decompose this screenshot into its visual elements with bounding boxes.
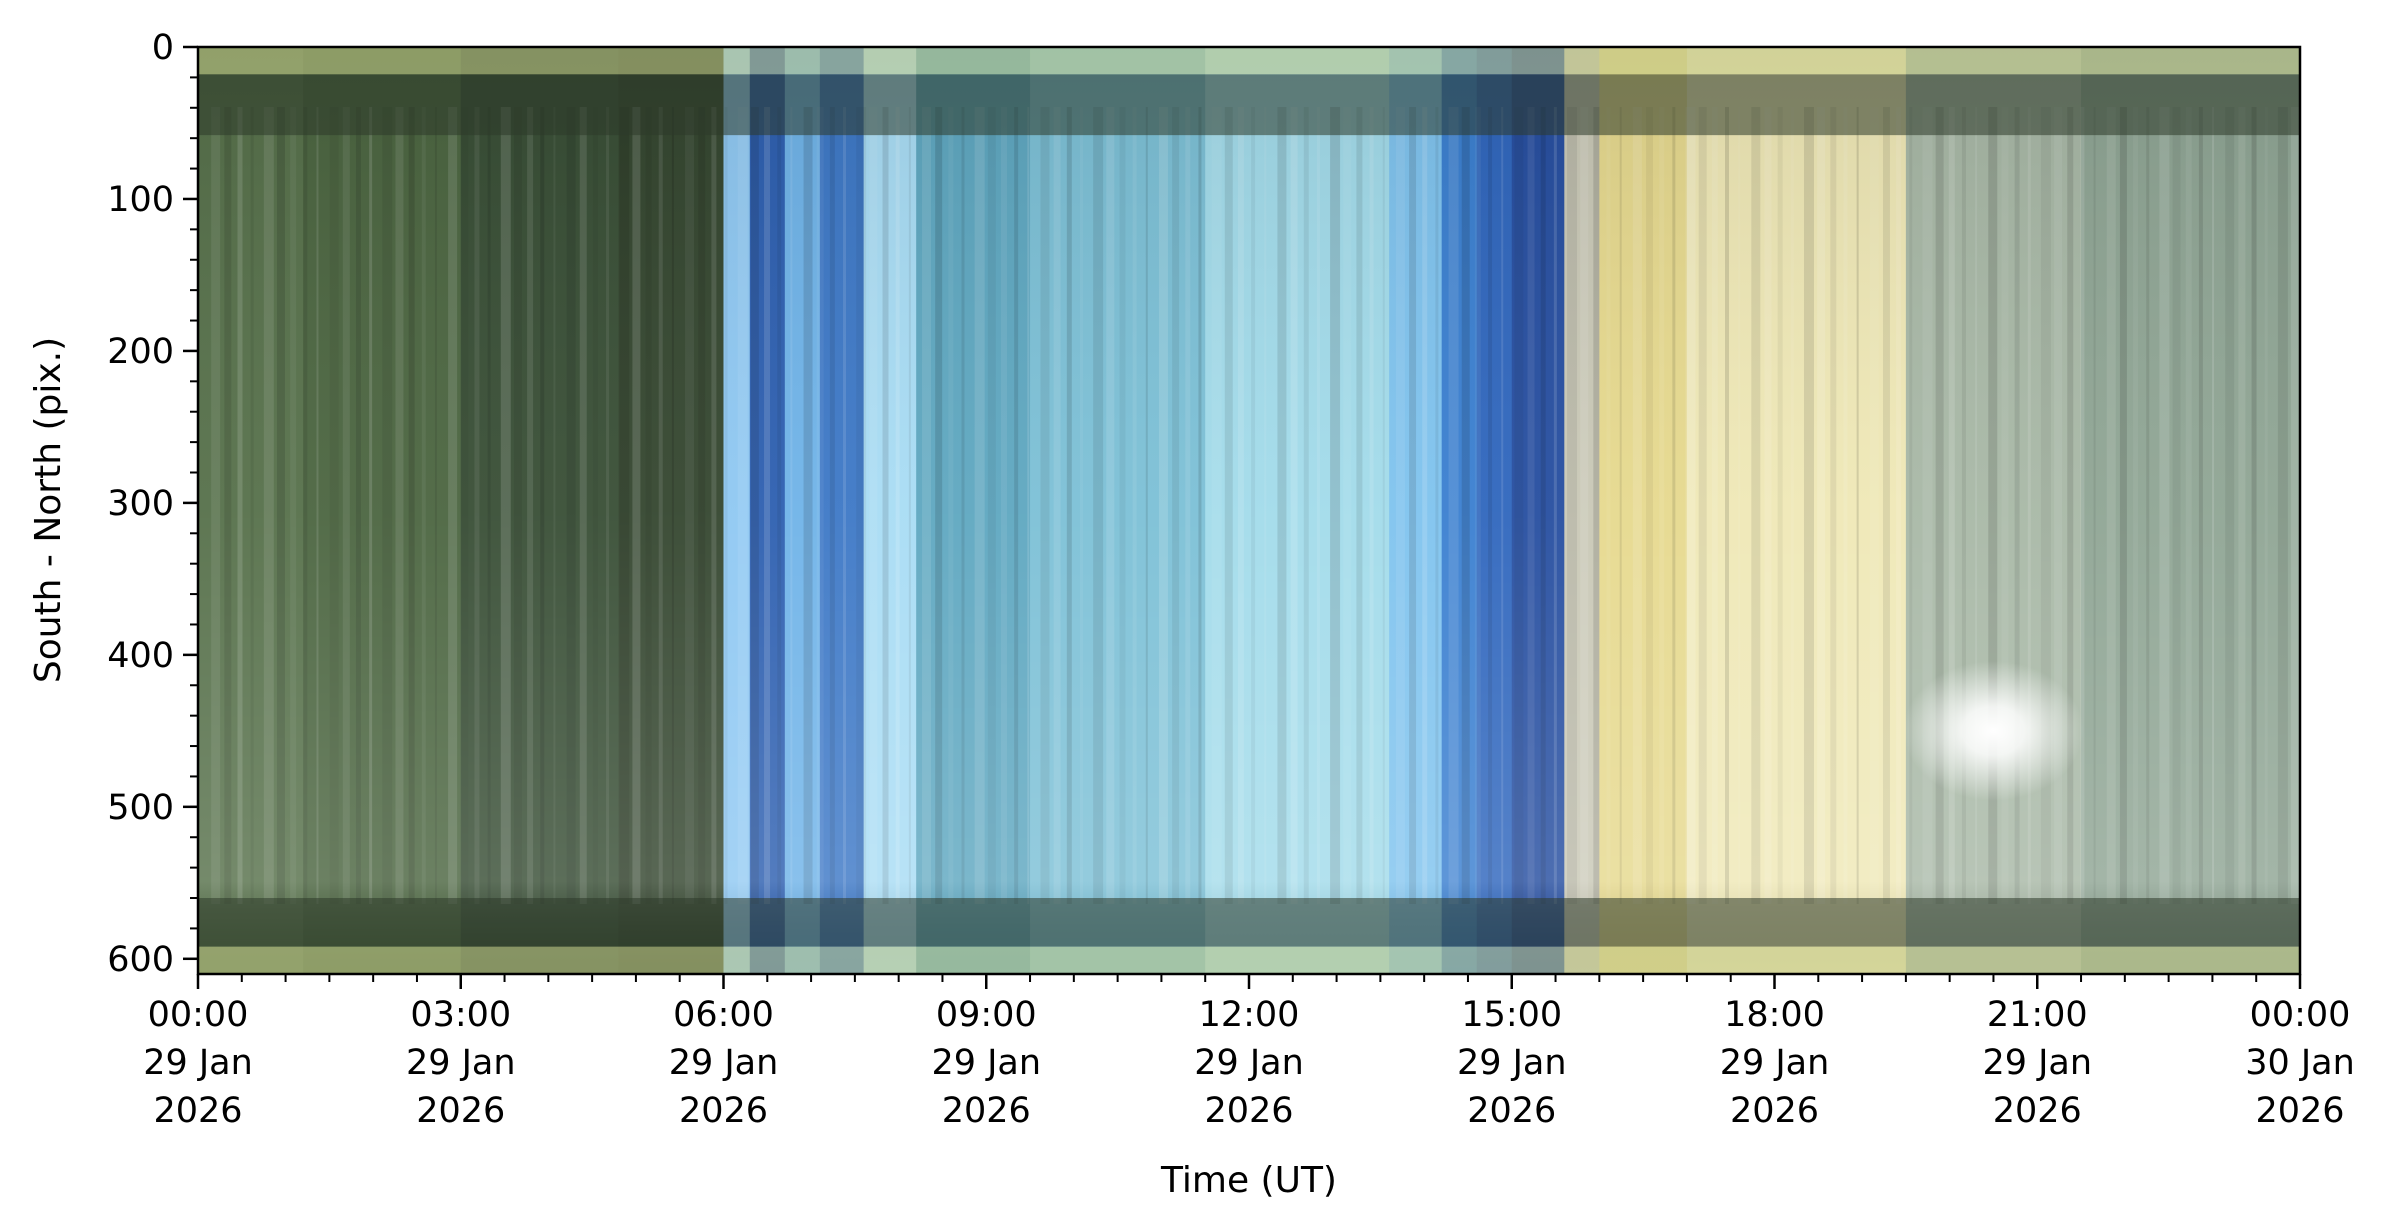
x-tick-label-line: 29 Jan: [669, 1043, 779, 1083]
horizontal-band: [198, 946, 2300, 974]
horizontal-band: [198, 74, 2300, 136]
x-tick-label-line: 29 Jan: [1457, 1043, 1567, 1083]
x-tick-label-line: 2026: [1204, 1091, 1293, 1131]
x-tick-label-line: 29 Jan: [1982, 1043, 2092, 1083]
x-tick-label-line: 18:00: [1724, 995, 1825, 1035]
y-axis-title: South - North (pix.): [28, 337, 69, 683]
x-tick-label-line: 29 Jan: [1720, 1043, 1830, 1083]
x-tick-label: 03:00 29 Jan 2026: [406, 995, 516, 1131]
x-tick-label-line: 06:00: [673, 995, 774, 1035]
x-tick-label-line: 15:00: [1461, 995, 1562, 1035]
horizontal-band: [198, 898, 2300, 947]
x-tick-label-line: 2026: [1730, 1091, 1819, 1131]
x-tick-label-line: 29 Jan: [406, 1043, 516, 1083]
x-tick-label-line: 09:00: [936, 995, 1037, 1035]
x-tick-label-line: 12:00: [1199, 995, 1300, 1035]
x-tick-label-line: 2026: [1467, 1091, 1556, 1131]
x-tick-label-line: 2026: [679, 1091, 768, 1131]
x-tick-label-line: 29 Jan: [931, 1043, 1041, 1083]
plot-area: [198, 47, 2300, 974]
x-tick-label-line: 00:00: [148, 995, 249, 1035]
y-tick-label: 600: [107, 940, 174, 980]
x-tick-label: 00:00 29 Jan 2026: [143, 995, 253, 1131]
x-axis: 00:00 29 Jan 2026 03:00 29 Jan 2026 06:00 29 Ja…: [143, 974, 2355, 1131]
x-tick-label: 12:00 29 Jan 2026: [1194, 995, 1304, 1131]
x-tick-label-line: 2026: [416, 1091, 505, 1131]
x-tick-label-line: 2026: [2255, 1091, 2344, 1131]
x-tick-label-line: 2026: [153, 1091, 242, 1131]
x-tick-label: 09:00 29 Jan 2026: [931, 995, 1041, 1131]
plot-frame: [196, 45, 2302, 976]
x-tick-label-line: 03:00: [410, 995, 511, 1035]
x-tick-label-line: 2026: [1993, 1091, 2082, 1131]
y-tick-label: 100: [107, 180, 174, 220]
x-tick-label: 21:00 29 Jan 2026: [1982, 995, 2092, 1131]
y-tick-label: 400: [107, 636, 174, 676]
y-axis: 0 100 200 300 400 500 600: [107, 28, 198, 980]
x-axis-title: Time (UT): [1160, 1160, 1337, 1201]
x-tick-label: 06:00 29 Jan 2026: [669, 995, 779, 1131]
x-tick-label-line: 29 Jan: [143, 1043, 253, 1083]
x-tick-label-line: 30 Jan: [2245, 1043, 2355, 1083]
bright-spot: [1903, 660, 2084, 801]
horizontal-band: [198, 47, 2300, 75]
x-tick-label-line: 2026: [942, 1091, 1031, 1131]
y-tick-label: 200: [107, 332, 174, 372]
x-tick-label-line: 21:00: [1987, 995, 2088, 1035]
x-tick-label: 18:00 29 Jan 2026: [1720, 995, 1830, 1131]
x-tick-label-line: 00:00: [2250, 995, 2351, 1035]
shade-overlay: [198, 47, 2300, 974]
y-tick-label: 300: [107, 484, 174, 524]
x-tick-label-line: 29 Jan: [1194, 1043, 1304, 1083]
y-tick-label: 0: [152, 28, 174, 68]
y-tick-label: 500: [107, 788, 174, 828]
x-tick-label: 15:00 29 Jan 2026: [1457, 995, 1567, 1131]
x-tick-label: 00:00 30 Jan 2026: [2245, 995, 2355, 1131]
